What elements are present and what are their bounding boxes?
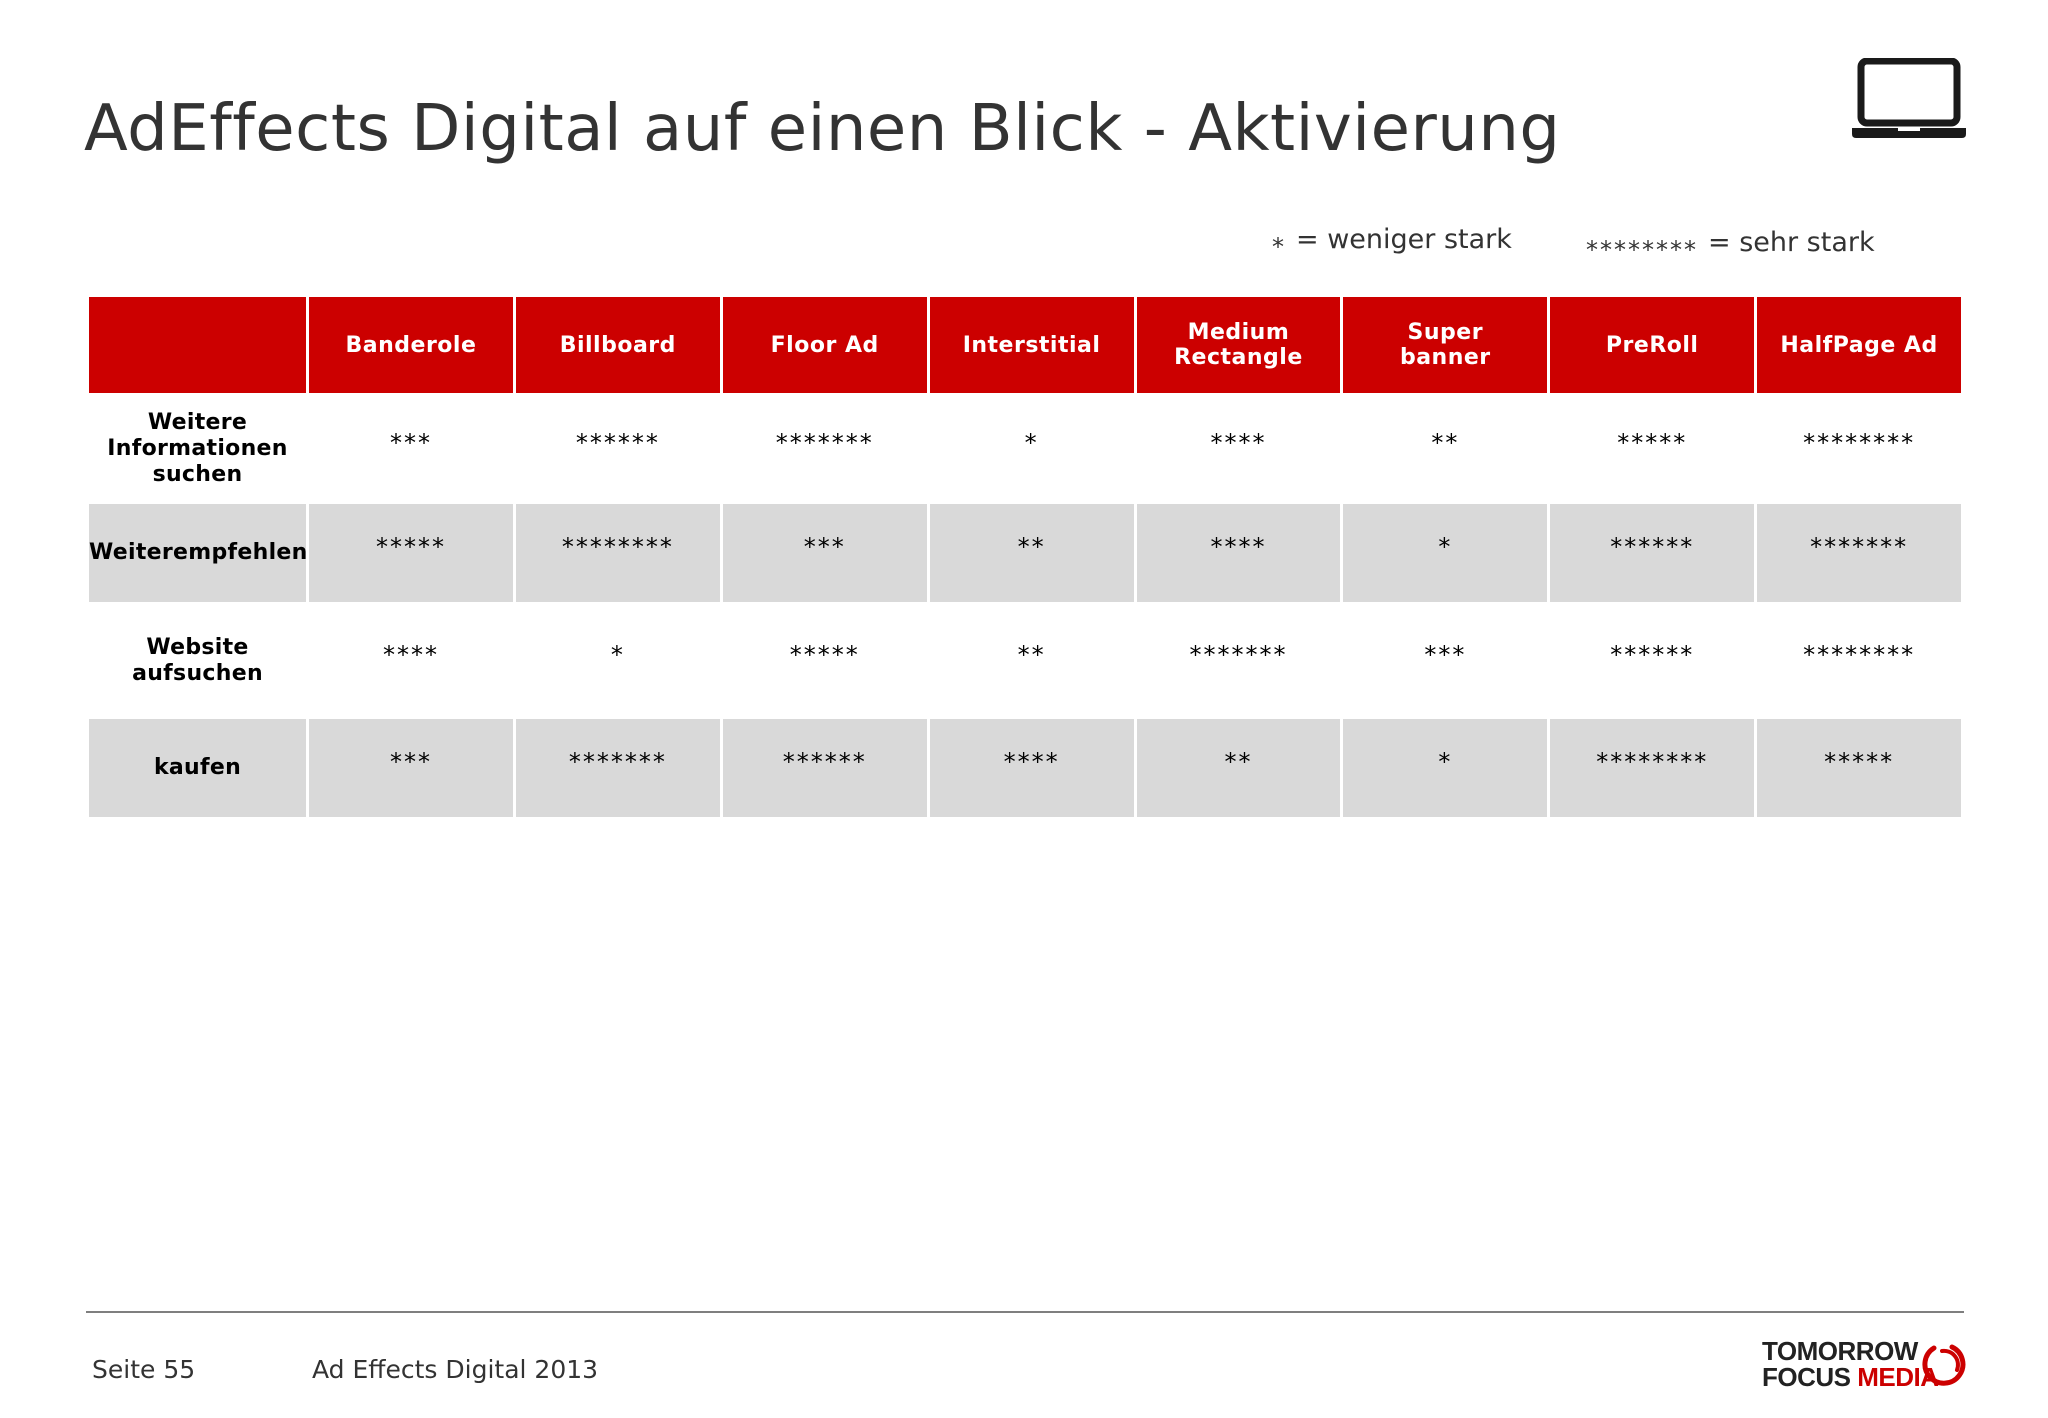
table-row: kaufen *** ******* ****** **** ** * ****… [86,716,1964,820]
rating-cell: **** [306,602,516,719]
activation-matrix: Banderole Billboard Floor Ad Interstitia… [86,294,1964,820]
rating-cell: ******* [1133,602,1344,719]
rating-cell: ****** [512,393,723,504]
column-header-preroll: PreRoll [1547,294,1758,396]
rating-cell: * [1340,501,1551,605]
rating-cell: **** [1133,501,1344,605]
legend-weak-text: = weniger stark [1296,224,1512,255]
header-corner [86,294,309,396]
rating-cell: *** [306,393,516,504]
column-header-interstitial: Interstitial [926,294,1137,396]
document-name: Ad Effects Digital 2013 [312,1355,599,1384]
column-header-billboard: Billboard [512,294,723,396]
column-header-halfpage-ad: HalfPage Ad [1754,294,1964,396]
table-header-row: Banderole Billboard Floor Ad Interstitia… [86,294,1964,396]
logo-ring-icon [1922,1344,1966,1386]
rating-cell: **** [926,716,1137,820]
row-label: kaufen [86,716,309,820]
rating-cell: ** [926,501,1137,605]
row-label: Weiterempfehlen [86,501,309,605]
rating-cell: * [512,602,723,719]
rating-cell: ****** [719,716,930,820]
rating-cell: ****** [1547,602,1758,719]
column-header-banderole: Banderole [306,294,516,396]
rating-cell: ***** [306,501,516,605]
column-header-floor-ad: Floor Ad [719,294,930,396]
table-row: Website aufsuchen **** * ***** ** ******… [86,602,1964,719]
rating-cell: ** [1133,716,1344,820]
logo-text-focus-media: FOCUS MEDIA [1762,1362,1939,1393]
legend-strong: ******** = sehr stark [1586,227,1875,264]
rating-cell: **** [1133,393,1344,504]
column-header-medium-rectangle: Medium Rectangle [1133,294,1344,396]
rating-cell: *** [306,716,516,820]
logo-text-focus: FOCUS [1762,1362,1851,1392]
company-logo: TOMORROW FOCUS MEDIA [1762,1336,1967,1392]
page-title: AdEffects Digital auf einen Blick - Akti… [84,92,1561,166]
laptop-icon [1852,58,1966,138]
row-label: Weitere Informationen suchen [86,393,309,504]
rating-cell: ***** [1547,393,1758,504]
rating-cell: ** [926,602,1137,719]
rating-cell: *** [1340,602,1551,719]
legend-weak-stars: * [1272,233,1286,261]
table-row: Weitere Informationen suchen *** ****** … [86,393,1964,504]
rating-cell: *** [719,501,930,605]
rating-cell: ***** [719,602,930,719]
legend-strong-text: = sehr stark [1708,227,1875,258]
rating-cell: ******* [1754,501,1964,605]
rating-cell: ******* [719,393,930,504]
rating-cell: ******* [512,716,723,820]
page-number: Seite 55 [92,1355,196,1384]
rating-cell: ***** [1754,716,1964,820]
footer-divider [86,1311,1964,1313]
rating-cell: ******** [512,501,723,605]
legend-weak: * = weniger stark [1272,224,1512,261]
rating-cell: ******** [1754,393,1964,504]
rating-cell: ** [1340,393,1551,504]
column-header-super-banner: Super banner [1340,294,1551,396]
rating-cell: * [926,393,1137,504]
rating-cell: ****** [1547,501,1758,605]
rating-cell: ******** [1547,716,1758,820]
rating-cell: ******** [1754,602,1964,719]
row-label: Website aufsuchen [86,602,309,719]
legend-strong-stars: ******** [1586,236,1698,264]
logo-text-tomorrow: TOMORROW [1762,1336,1918,1366]
table-row: Weiterempfehlen ***** ******** *** ** **… [86,501,1964,605]
rating-cell: * [1340,716,1551,820]
